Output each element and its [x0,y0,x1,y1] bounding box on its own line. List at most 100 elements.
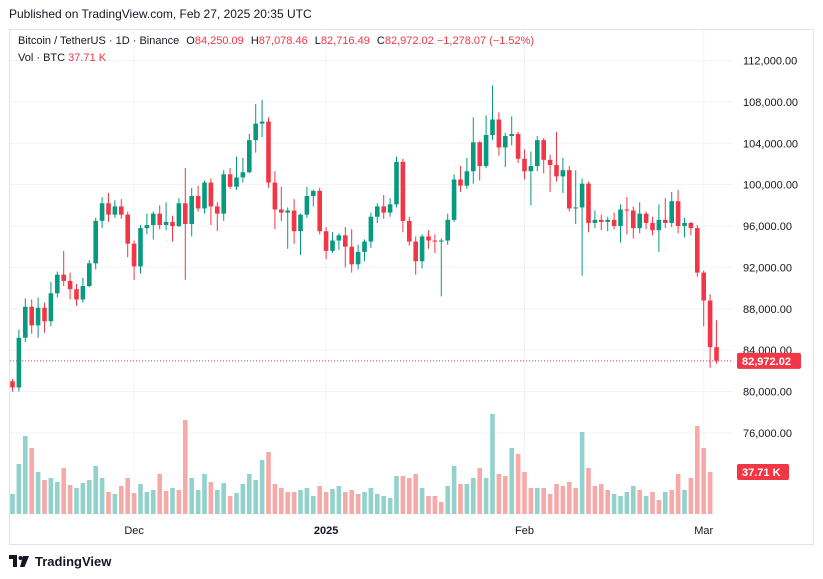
volume-bar [195,490,201,514]
volume-bar [547,494,553,514]
volume-bars [10,414,713,514]
volume-bar [336,486,342,514]
price-tick-label: 88,000.00 [743,304,792,316]
volume-bar [490,414,495,514]
open-key: O [186,35,195,47]
candle-body [55,274,60,294]
candle-body [695,228,700,273]
volume-bar [471,478,476,514]
volume-bar [323,492,329,514]
candle-body [304,196,310,215]
volume-bar [215,490,220,514]
volume-value: 37.71 K [68,52,107,64]
candle-body [432,240,438,242]
price-tick-label: 112,000.00 [743,56,797,68]
candle-body [701,272,706,301]
price-tick-label: 108,000.00 [743,97,798,109]
candle-body [138,228,143,267]
candle-body [285,210,290,213]
candle-body [419,236,425,262]
volume-bar [311,496,316,514]
volume-bar [93,466,98,514]
volume-bar [272,484,278,514]
volume-bar [522,472,527,514]
volume-bar [234,493,239,514]
candle-body [227,174,233,187]
volume-bar [368,488,374,514]
volume-bar [119,486,124,514]
volume-bar [688,478,694,514]
candle-body [311,190,316,197]
candle-body [458,179,463,186]
chart-frame [9,29,814,545]
volume-bar [202,474,207,514]
candle-body [682,222,687,227]
volume-bar [221,483,226,514]
candle-body [131,243,137,267]
candle-body [240,172,246,178]
candle-body [426,236,431,241]
candle-body [656,219,662,231]
volume-bar [496,474,502,514]
candle-body [637,213,642,229]
candle-body [586,183,591,223]
time-axis[interactable]: Dec 2025 Feb Mar [124,525,713,537]
volume-bar [637,490,642,514]
open-value: 84,250.09 [194,35,244,47]
volume-bar [656,500,662,514]
volume-bar [240,484,246,514]
candle-body [496,119,502,148]
volume-bar [144,492,150,514]
candle-body [279,209,284,213]
volume-bar [16,464,22,514]
footer-brand[interactable]: TradingView [9,554,111,569]
brand-name: TradingView [35,554,112,569]
volume-tag-label: 37.71 K [742,467,781,479]
close-key: C [376,35,385,47]
candle-body [119,206,124,215]
candle-body [381,206,386,213]
candle-body [535,140,540,167]
candle-body [48,293,54,322]
candle-body [215,206,220,214]
volume-bar [343,492,348,514]
last-price-tag: 82,972.02 [737,352,801,369]
volume-bar [573,488,578,514]
volume-bar [387,498,393,514]
candle-body [663,219,668,223]
candle-body [151,213,156,226]
volume-bar [330,489,335,514]
candle-body [323,231,329,251]
price-axis[interactable]: 112,000.00 108,000.00 104,000.00 100,000.00… [743,56,798,440]
candle-body [605,219,610,222]
candle-body [477,142,482,167]
volume-bar [55,482,60,514]
candle-body [330,240,335,251]
volume-bar [42,480,47,514]
high-key: H [250,35,259,47]
volume-bar [695,426,700,514]
tradingview-logo-icon [9,554,31,569]
candle-body [362,241,367,252]
candle-body [675,201,681,227]
candle-body [272,182,278,210]
candle-body [554,165,559,177]
candle-body [61,274,66,281]
candle-body [611,219,617,227]
symbol-title[interactable]: Bitcoin / TetherUS · 1D · Binance [18,35,180,47]
candle-body [42,307,47,322]
candle-body [349,246,354,265]
volume-bar [560,486,566,514]
price-chart[interactable]: 112,000.00 108,000.00 104,000.00 100,000.00… [10,30,813,544]
candle-body [29,306,34,326]
volume-bar [247,474,252,514]
candle-body [67,280,73,290]
candle-body [407,220,412,242]
candle-body [125,214,130,244]
volume-bar [67,485,73,514]
volume-title[interactable]: Vol · BTC [18,52,66,64]
volume-bar [355,494,361,514]
volume-bar [458,484,463,514]
close-value: 82,972.02 [384,35,434,47]
volume-bar [515,454,521,514]
